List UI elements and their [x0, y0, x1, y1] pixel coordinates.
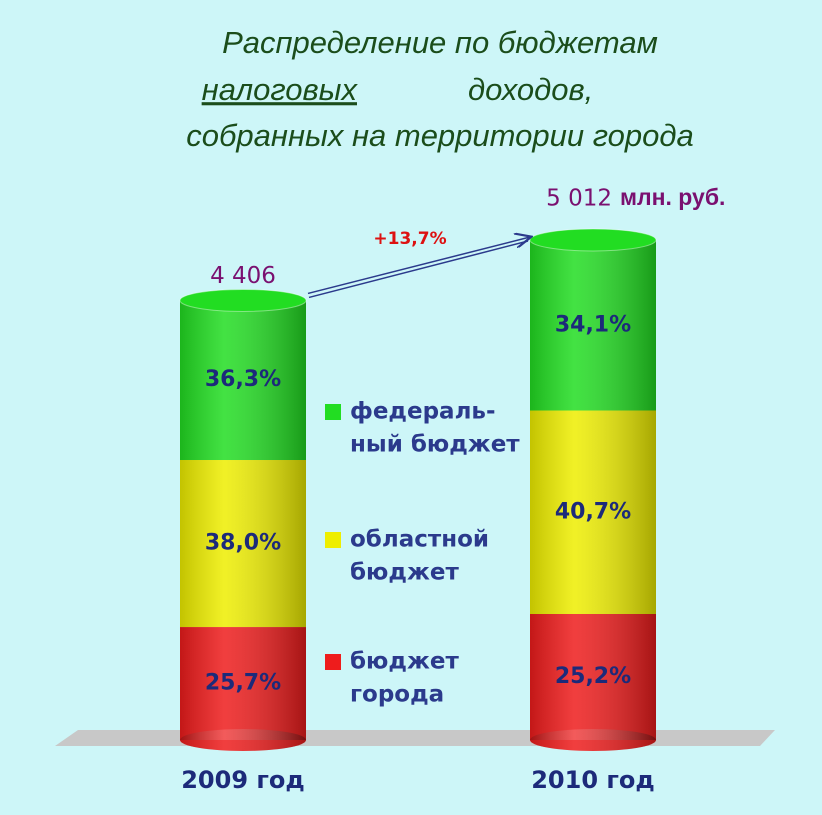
cylinder-base-shade [530, 729, 656, 751]
value-label: 25,7% [205, 671, 281, 696]
legend-swatch [325, 532, 341, 548]
value-label: 36,3% [205, 367, 281, 392]
segment-shade [530, 614, 656, 740]
title-line: налоговых [202, 72, 359, 107]
title-line: собранных на территории города [186, 118, 694, 153]
category-label: 2010 год [531, 766, 655, 794]
legend-label: ный бюджет [350, 432, 520, 458]
change-label: +13,7% [373, 229, 446, 249]
value-label: 38,0% [205, 531, 281, 556]
change-arrow [307, 237, 530, 295]
segment-shade [180, 300, 306, 461]
value-label: 40,7% [555, 499, 631, 524]
category-label: 2009 год [181, 766, 305, 794]
cylinder-top [179, 288, 307, 312]
segment-shade [180, 627, 306, 740]
cylinder-top [529, 228, 657, 252]
title-line: доходов, [468, 72, 593, 107]
change-arrow [308, 240, 529, 299]
legend-label: бюджет [350, 649, 459, 675]
value-label: 34,1% [555, 312, 631, 337]
legend-label: областной [350, 527, 489, 553]
title-line: Распределение по бюджетам [222, 25, 658, 60]
segment-shade [180, 460, 306, 628]
segment-shade [530, 240, 656, 411]
legend-swatch [325, 404, 341, 420]
segment-shade [530, 410, 656, 614]
unit-label: млн. руб. [620, 184, 725, 210]
total-label: 4 406 [210, 263, 276, 289]
legend-label: города [350, 682, 444, 708]
floor [55, 730, 775, 746]
legend-label: федераль- [350, 399, 496, 425]
total-label: 5 012 [546, 186, 612, 212]
legend-label: бюджет [350, 560, 459, 586]
legend-swatch [325, 654, 341, 670]
value-label: 25,2% [555, 664, 631, 689]
cylinder-base-shade [180, 729, 306, 751]
